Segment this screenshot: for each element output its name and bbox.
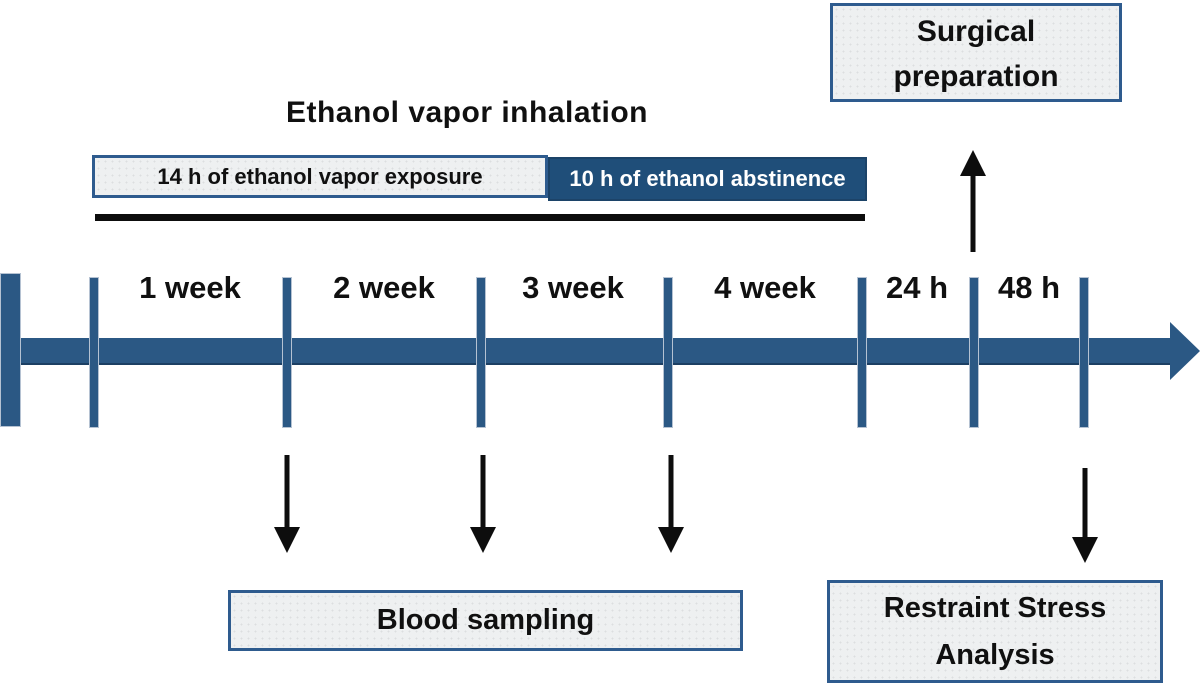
- timeline-bar: [0, 338, 1172, 365]
- timeline-tick-7: [1079, 277, 1089, 428]
- down-arrow-icon: [658, 455, 684, 553]
- arrow-shaft: [480, 455, 486, 529]
- timeline-label-3week: 3 week: [522, 270, 624, 305]
- timeline-label-4week: 4 week: [714, 270, 816, 305]
- timeline-tick-1: [89, 277, 99, 428]
- arrow-shaft: [668, 455, 674, 529]
- exposure-underline-bar: [95, 214, 865, 221]
- timeline-start-marker: [0, 273, 21, 427]
- down-arrow-icon: [1072, 468, 1098, 563]
- ethanol-exposure-label-box: 14 h of ethanol vapor exposure: [92, 155, 548, 198]
- timeline-tick-2: [282, 277, 292, 428]
- arrow-head: [274, 527, 300, 553]
- timeline-label-2week: 2 week: [333, 270, 435, 305]
- timeline-tick-6: [969, 277, 979, 428]
- arrow-shaft: [284, 455, 290, 529]
- down-arrow-icon: [274, 455, 300, 553]
- down-arrow-icon: [470, 455, 496, 553]
- arrow-shaft: [970, 174, 976, 252]
- arrow-head: [470, 527, 496, 553]
- blood-sampling-box: Blood sampling: [228, 590, 743, 651]
- timeline-tick-4: [663, 277, 673, 428]
- arrow-head: [1072, 537, 1098, 563]
- timeline-label-1week: 1 week: [139, 270, 241, 305]
- timeline-label-48h: 48 h: [997, 270, 1061, 305]
- timeline-tick-5: [857, 277, 867, 428]
- arrow-head: [960, 150, 986, 176]
- restraint-stress-analysis-box: Restraint Stress Analysis: [827, 580, 1163, 683]
- surgical-preparation-box: Surgical preparation: [830, 3, 1122, 102]
- ethanol-abstinence-label-box: 10 h of ethanol abstinence: [548, 157, 867, 201]
- diagram-title: Ethanol vapor inhalation: [285, 96, 649, 129]
- timeline-tick-3: [476, 277, 486, 428]
- arrow-shaft: [1082, 468, 1088, 539]
- timeline-arrowhead-icon: [1170, 322, 1200, 380]
- arrow-head: [658, 527, 684, 553]
- up-arrow-icon: [960, 150, 986, 252]
- timeline-label-24h: 24 h: [885, 270, 949, 305]
